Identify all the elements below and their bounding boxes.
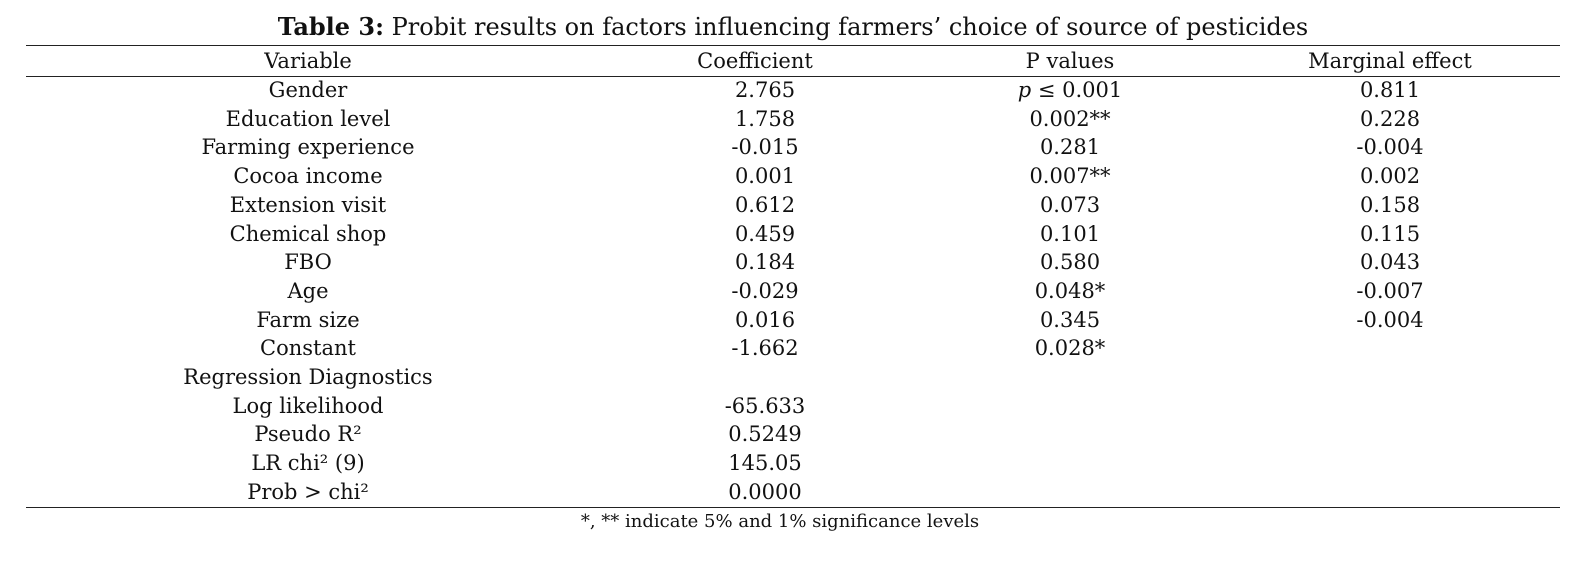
cell-marginal-effect: 0.115 — [1359, 221, 1421, 246]
cell-p-value: 0.048* — [1034, 278, 1106, 303]
table-row: Farm size 0.016 0.345 -0.004 — [26, 306, 1560, 335]
cell-marginal-effect: 0.158 — [1359, 192, 1421, 217]
cell-coefficient — [590, 363, 920, 392]
cell-marginal-effect — [1220, 449, 1560, 478]
table-caption: Table 3: Probit results on factors influ… — [0, 12, 1586, 42]
cell-coefficient: 0.459 — [734, 221, 796, 246]
cell-variable: Pseudo R² — [254, 422, 362, 447]
cell-variable: Constant — [260, 336, 356, 361]
table-footnote: *, ** indicate 5% and 1% significance le… — [580, 511, 980, 532]
cell-variable: Chemical shop — [229, 221, 387, 246]
cell-variable: Gender — [268, 78, 348, 102]
header-variable: Variable — [264, 49, 352, 73]
table-row: Constant -1.662 0.028* — [26, 334, 1560, 363]
table-caption-text: Probit results on factors influencing fa… — [383, 13, 1309, 41]
cell-coefficient: 0.5249 — [728, 422, 802, 447]
cell-coefficient: -0.029 — [731, 278, 799, 303]
cell-p-value: 0.002** — [1029, 106, 1111, 131]
cell-p-value — [920, 449, 1220, 478]
header-coefficient: Coefficient — [697, 49, 813, 73]
cell-p-value: p ≤ 0.001 — [1017, 78, 1123, 102]
cell-marginal-effect: -0.004 — [1356, 307, 1424, 332]
cell-coefficient: 0.001 — [734, 164, 796, 189]
cell-marginal-effect — [1220, 334, 1560, 363]
cell-variable: Extension visit — [229, 192, 387, 217]
cell-p-value — [920, 363, 1220, 392]
cell-p-value — [920, 420, 1220, 449]
cell-marginal-effect: -0.007 — [1356, 278, 1424, 303]
cell-variable: Farming experience — [201, 135, 415, 160]
cell-p-value: 0.007** — [1029, 164, 1111, 189]
cell-variable: Cocoa income — [233, 164, 383, 189]
cell-variable: Log likelihood — [232, 393, 384, 418]
cell-coefficient: 1.758 — [734, 106, 796, 131]
table-row: Farming experience -0.015 0.281 -0.004 — [26, 133, 1560, 162]
cell-coefficient: 0.016 — [734, 307, 796, 332]
cell-coefficient: 0.612 — [734, 192, 796, 217]
cell-coefficient: 0.0000 — [728, 479, 802, 504]
cell-marginal-effect — [1220, 392, 1560, 421]
cell-coefficient: -0.015 — [731, 135, 799, 160]
cell-p-value — [920, 478, 1220, 507]
table-row: FBO 0.184 0.580 0.043 — [26, 248, 1560, 277]
probit-results-table: Variable Coefficient P values Marginal e… — [26, 46, 1560, 507]
cell-marginal-effect: -0.004 — [1356, 135, 1424, 160]
cell-marginal-effect: 0.811 — [1359, 78, 1421, 102]
cell-variable: FBO — [284, 250, 332, 275]
cell-marginal-effect: 0.228 — [1359, 106, 1421, 131]
cell-variable: LR chi² (9) — [251, 451, 365, 476]
table-header-row: Variable Coefficient P values Marginal e… — [26, 46, 1560, 76]
cell-coefficient: -1.662 — [731, 336, 799, 361]
cell-marginal-effect — [1220, 420, 1560, 449]
table-row: Age -0.029 0.048* -0.007 — [26, 277, 1560, 306]
cell-p-value — [920, 392, 1220, 421]
header-p-values: P values — [1025, 49, 1115, 73]
cell-coefficient: 2.765 — [734, 78, 796, 102]
cell-p-value: 0.073 — [1039, 192, 1101, 217]
cell-p-value: 0.028* — [1034, 336, 1106, 361]
table-bottom-rule — [26, 507, 1560, 508]
table-row: Pseudo R² 0.5249 — [26, 420, 1560, 449]
cell-p-value: 0.101 — [1039, 221, 1101, 246]
table-row: Cocoa income 0.001 0.007** 0.002 — [26, 162, 1560, 191]
p-symbol: p — [1017, 78, 1032, 102]
cell-marginal-effect — [1220, 363, 1560, 392]
table-row: Gender 2.765 p ≤ 0.001 0.811 — [26, 76, 1560, 105]
cell-marginal-effect: 0.043 — [1359, 250, 1421, 275]
cell-variable: Age — [287, 278, 329, 303]
table-row: Prob > chi² 0.0000 — [26, 478, 1560, 507]
cell-coefficient: 0.184 — [734, 250, 796, 275]
table-body: Gender 2.765 p ≤ 0.001 0.811 Education level… — [26, 76, 1560, 507]
table-header-rule — [26, 76, 1560, 77]
cell-coefficient: 145.05 — [728, 451, 802, 476]
cell-variable: Education level — [225, 106, 391, 131]
table-top-rule — [26, 45, 1560, 46]
table-row: LR chi² (9) 145.05 — [26, 449, 1560, 478]
header-marginal-effect: Marginal effect — [1308, 49, 1472, 73]
cell-variable: Regression Diagnostics — [183, 365, 433, 390]
table-row: Regression Diagnostics — [26, 363, 1560, 392]
cell-p-value: 0.345 — [1039, 307, 1101, 332]
table-row: Log likelihood -65.633 — [26, 392, 1560, 421]
cell-coefficient: -65.633 — [724, 393, 806, 418]
cell-p-value: 0.281 — [1039, 135, 1101, 160]
table-row: Education level 1.758 0.002** 0.228 — [26, 105, 1560, 134]
table-caption-label: Table 3: — [277, 12, 384, 41]
cell-p-value: 0.580 — [1039, 250, 1101, 275]
table-row: Chemical shop 0.459 0.101 0.115 — [26, 220, 1560, 249]
cell-variable: Prob > chi² — [247, 479, 369, 504]
cell-variable: Farm size — [256, 307, 360, 332]
cell-marginal-effect: 0.002 — [1359, 164, 1421, 189]
table-row: Extension visit 0.612 0.073 0.158 — [26, 191, 1560, 220]
cell-marginal-effect — [1220, 478, 1560, 507]
